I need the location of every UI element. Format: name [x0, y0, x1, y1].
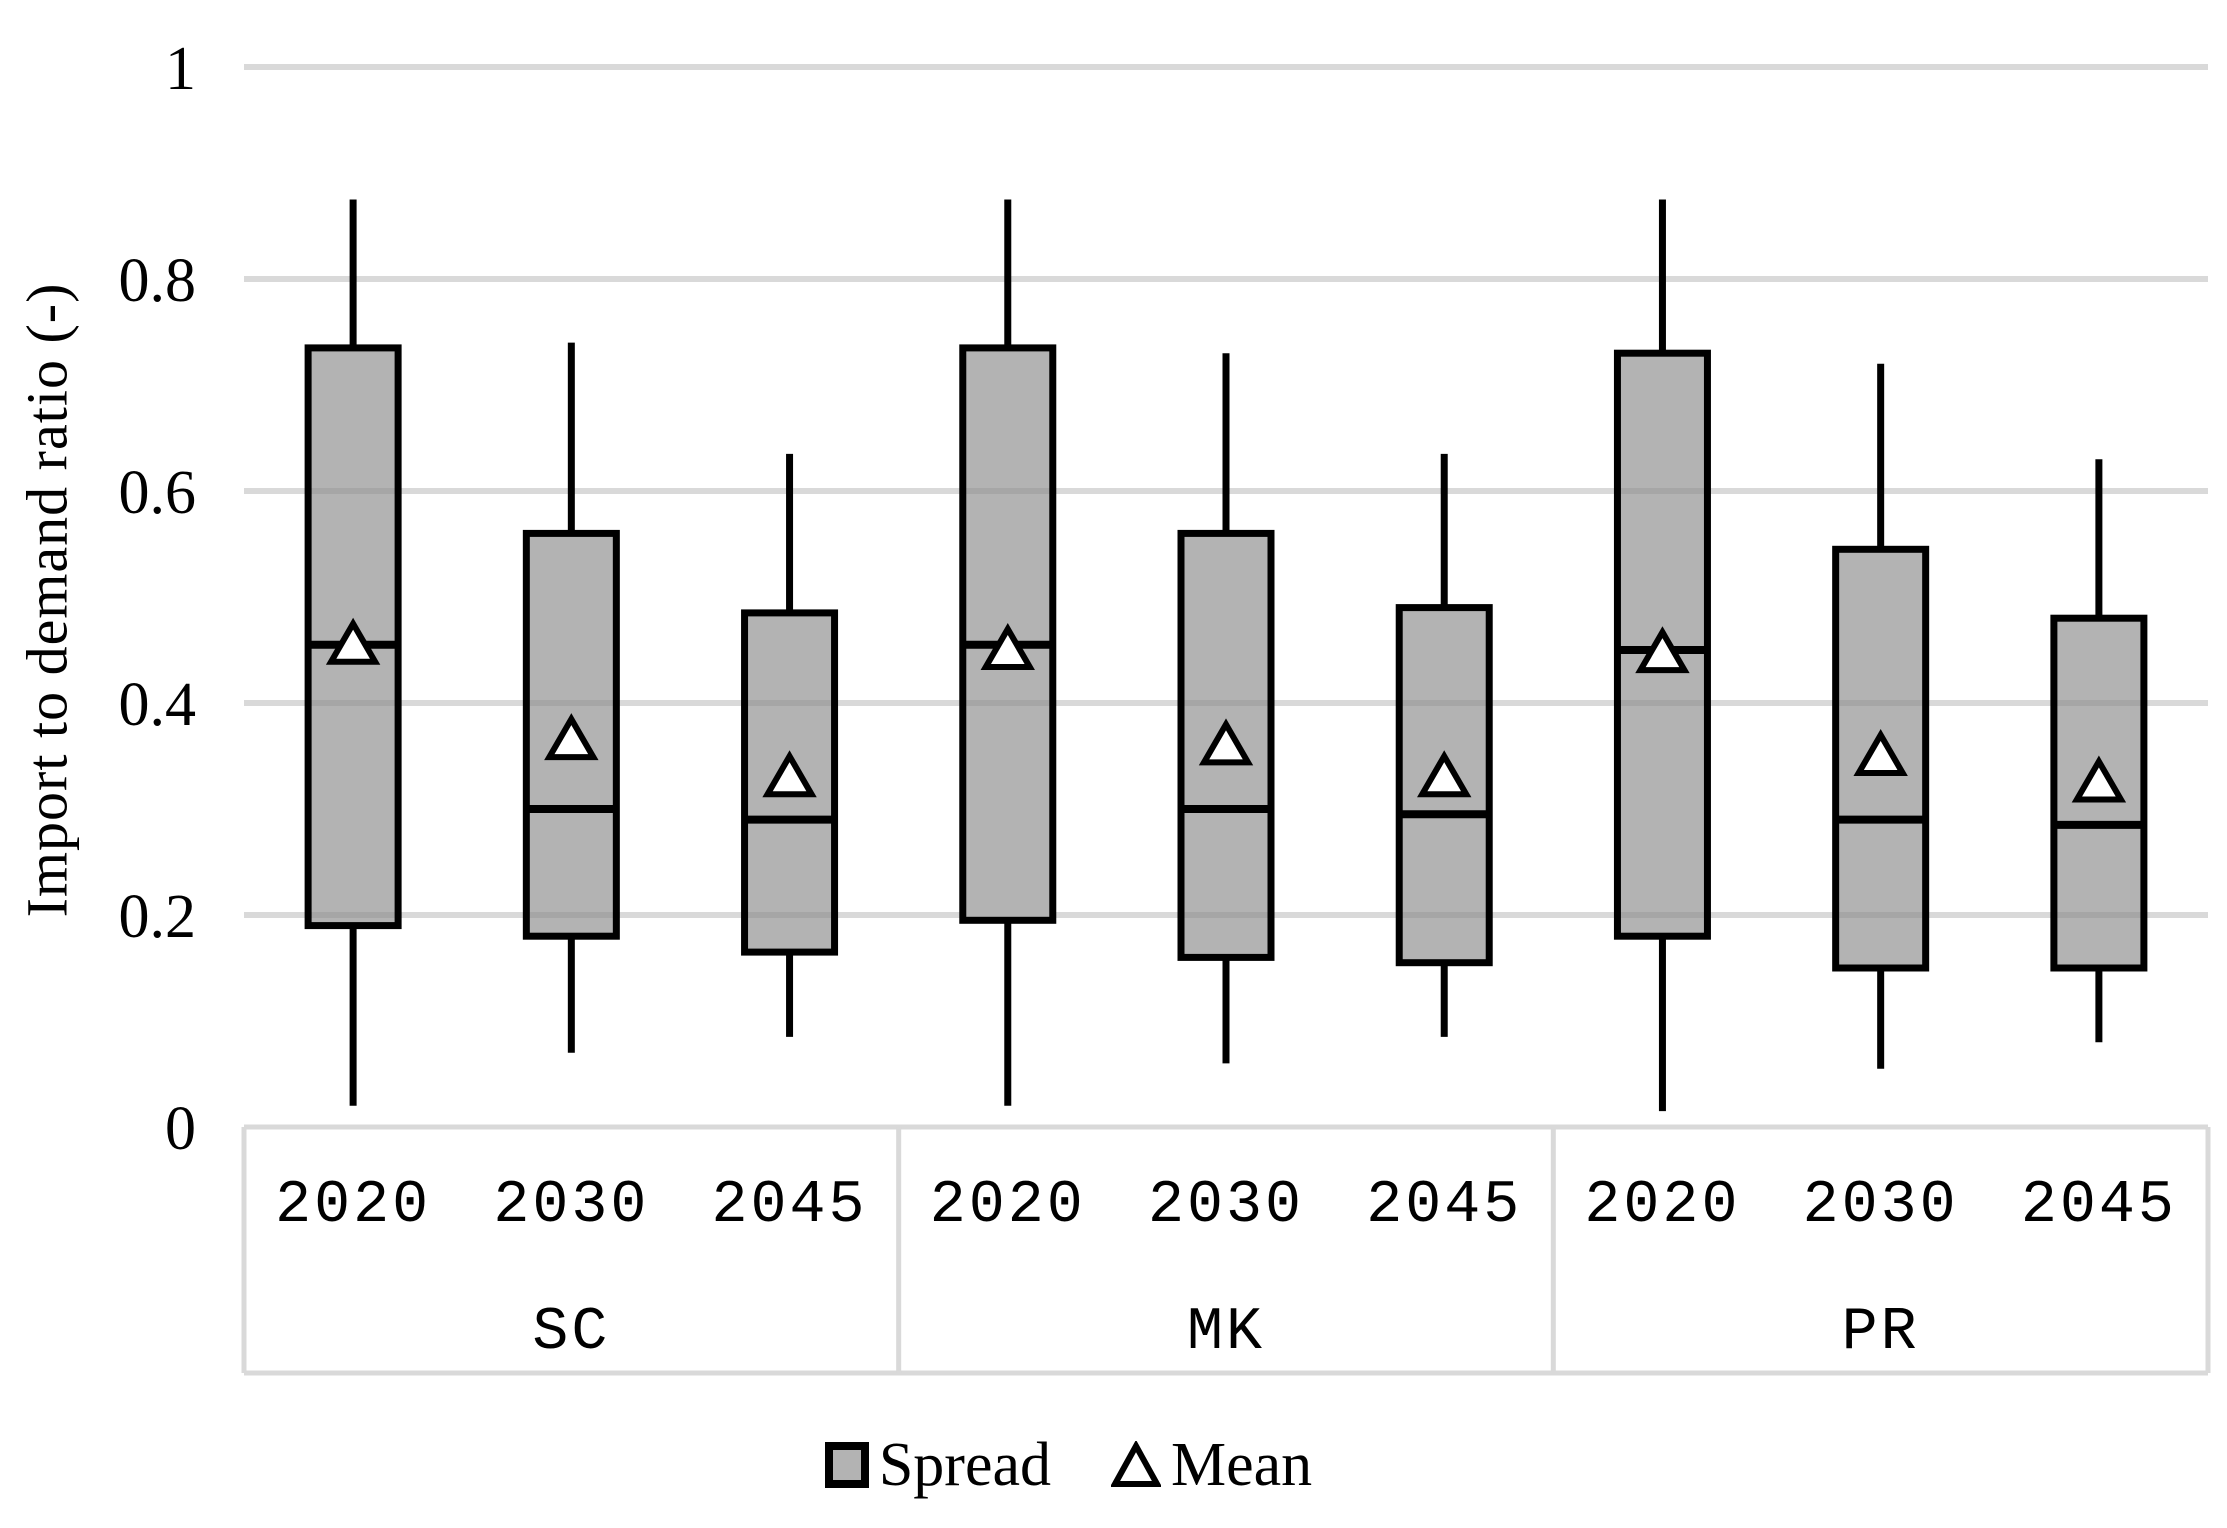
x-tick-label-MK-2020: 2020: [930, 1172, 1086, 1240]
group-label-MK: MK: [1187, 1299, 1265, 1367]
box-outline-SC-2045: [741, 609, 839, 956]
y-axis-title: Import to demand ratio (-): [14, 282, 80, 918]
box-outline-SC-2030: [522, 529, 620, 940]
mean-triangle-icon: [1111, 1441, 1161, 1487]
box-outline-MK-2030: [1177, 529, 1275, 961]
box-outline-PR-2030: [1832, 545, 1930, 972]
x-tick-label-PR-2020: 2020: [1584, 1172, 1740, 1240]
box-outline-PR-2020: [1613, 349, 1711, 940]
mean-marker-SC-2030: [544, 713, 599, 761]
x-tick-label-SC-2045: 2045: [712, 1172, 868, 1240]
y-tick-label-0.6: 0.6: [119, 459, 197, 527]
group-label-SC: SC: [532, 1299, 610, 1367]
mean-marker-PR-2020: [1635, 626, 1690, 674]
legend: Spread Mean: [0, 1420, 2182, 1510]
mean-marker-MK-2030: [1198, 718, 1254, 766]
x-tick-label-MK-2030: 2030: [1148, 1172, 1304, 1240]
y-tick-label-0.8: 0.8: [119, 247, 197, 315]
x-tick-label-SC-2020: 2020: [275, 1172, 431, 1240]
y-tick-label-0.4: 0.4: [119, 671, 197, 739]
y-tick-label-1: 1: [165, 35, 196, 103]
box-outline-PR-2045: [2050, 614, 2148, 972]
box-outline-MK-2045: [1395, 604, 1493, 967]
x-tick-label-MK-2045: 2045: [1366, 1172, 1522, 1240]
y-tick-label-0.2: 0.2: [119, 883, 197, 951]
x-tick-label-PR-2045: 2045: [2021, 1172, 2177, 1240]
mean-marker-PR-2030: [1853, 729, 1908, 776]
mean-marker-MK-2045: [1417, 750, 1472, 798]
group-label-PR: PR: [1842, 1299, 1920, 1367]
box-outline-SC-2020: [304, 344, 402, 930]
legend-label-spread: Spread: [878, 1430, 1051, 1499]
mean-marker-MK-2020: [980, 623, 1035, 670]
box-outline-MK-2020: [959, 344, 1057, 924]
spread-box-icon: [824, 1442, 869, 1488]
mean-marker-SC-2020: [325, 617, 381, 665]
legend-item-spread: Spread: [824, 1430, 1051, 1501]
legend-label-mean: Mean: [1171, 1430, 1313, 1499]
y-tick-label-0: 0: [165, 1095, 196, 1163]
x-tick-label-PR-2030: 2030: [1803, 1172, 1959, 1240]
mean-marker-PR-2045: [2071, 755, 2127, 803]
x-tick-label-SC-2030: 2030: [493, 1172, 649, 1240]
legend-item-mean: Mean: [1111, 1430, 1312, 1501]
mean-marker-SC-2045: [762, 750, 817, 798]
